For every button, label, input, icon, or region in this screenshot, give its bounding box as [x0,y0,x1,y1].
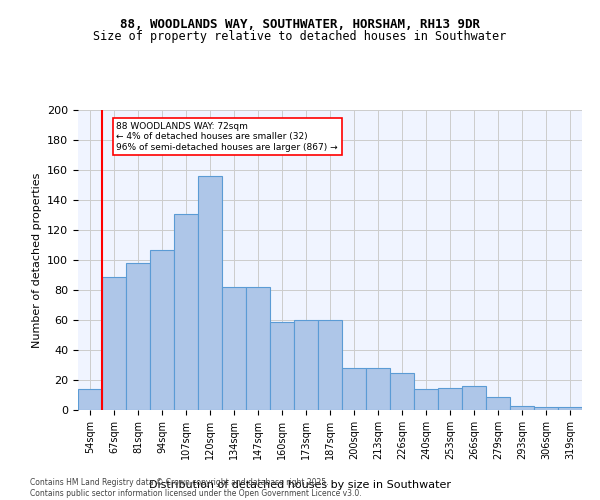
Text: Distribution of detached houses by size in Southwater: Distribution of detached houses by size … [149,480,451,490]
Bar [486,396,510,410]
Bar [126,263,150,410]
Bar [534,407,558,410]
Bar [510,406,534,410]
Bar [150,250,174,410]
Text: 88 WOODLANDS WAY: 72sqm
← 4% of detached houses are smaller (32)
96% of semi-det: 88 WOODLANDS WAY: 72sqm ← 4% of detached… [116,122,338,152]
Bar [246,287,270,410]
Text: Size of property relative to detached houses in Southwater: Size of property relative to detached ho… [94,30,506,43]
Bar [198,176,222,410]
Bar [294,320,318,410]
Bar [438,388,462,410]
Bar [78,389,102,410]
Bar [366,368,390,410]
Bar [174,214,198,410]
Bar [222,287,246,410]
Bar [558,407,582,410]
Bar [462,386,486,410]
Y-axis label: Number of detached properties: Number of detached properties [32,172,41,348]
Text: Contains HM Land Registry data © Crown copyright and database right 2025.
Contai: Contains HM Land Registry data © Crown c… [30,478,362,498]
Bar [270,322,294,410]
Bar [318,320,342,410]
Text: 88, WOODLANDS WAY, SOUTHWATER, HORSHAM, RH13 9DR: 88, WOODLANDS WAY, SOUTHWATER, HORSHAM, … [120,18,480,30]
Bar [342,368,366,410]
Bar [414,389,438,410]
Bar [390,372,414,410]
Bar [102,276,126,410]
